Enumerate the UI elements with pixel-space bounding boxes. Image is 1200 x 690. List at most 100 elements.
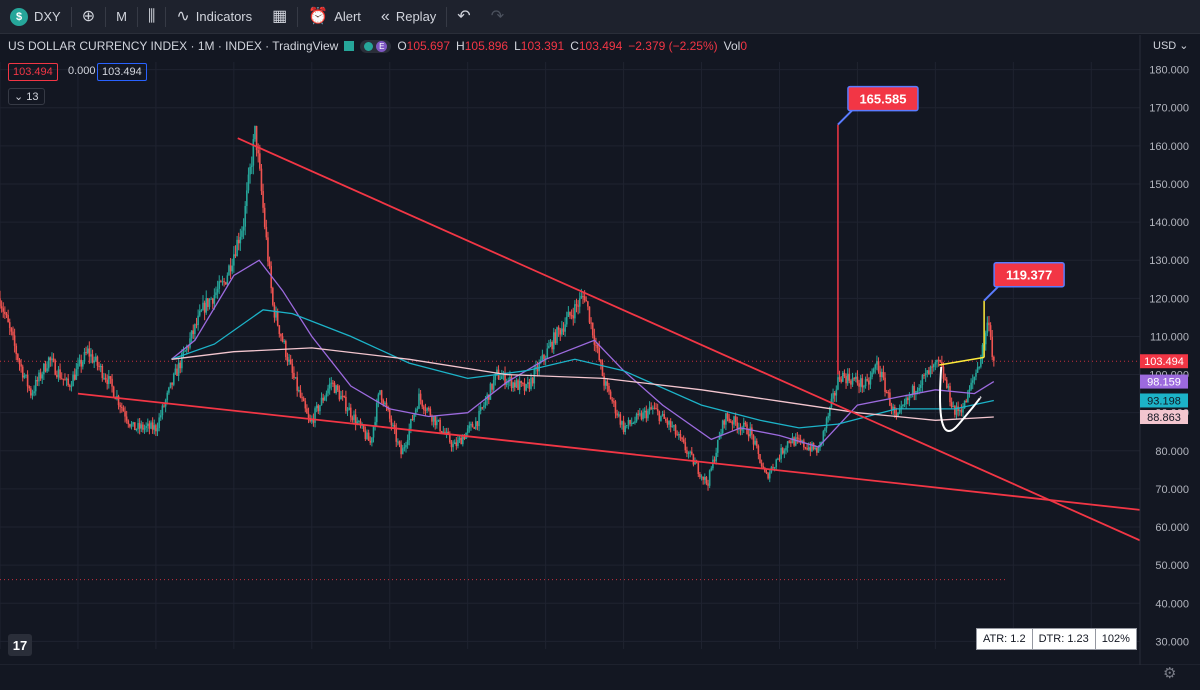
candle-body	[481, 407, 484, 409]
candle-body	[26, 374, 29, 387]
undo-button[interactable]: ↶	[447, 0, 480, 34]
y-tick-label: 80.000	[1155, 446, 1189, 458]
redo-button[interactable]: ↷	[481, 0, 514, 34]
candle-body	[388, 410, 391, 419]
y-tick-label: 60.000	[1155, 522, 1189, 534]
candle-body	[159, 415, 162, 418]
alarm-clock-icon: ⏰	[308, 7, 329, 25]
candle-body	[298, 390, 300, 392]
candle-body	[611, 399, 614, 402]
candle-body	[2, 308, 5, 312]
candle-body	[466, 428, 469, 433]
price-chart[interactable]: 180.000170.000160.000150.000140.000130.0…	[0, 35, 1200, 665]
ohlc-high: H105.896	[456, 39, 509, 53]
axis-price-tag	[1140, 354, 1188, 369]
candle-body	[109, 376, 112, 379]
candle-body	[215, 292, 217, 296]
candle-body	[859, 378, 862, 387]
candle-body	[562, 328, 565, 332]
axis-price-tag-text: 93.198	[1147, 395, 1181, 407]
indicator-count: 13	[26, 91, 39, 103]
candle-body	[613, 401, 615, 403]
candle-body	[429, 408, 432, 416]
candle-body	[898, 408, 901, 413]
candle-body	[903, 404, 906, 406]
candle-body	[172, 373, 175, 385]
candle-body	[371, 437, 373, 443]
toolbar-divider	[297, 6, 299, 27]
projection-connector	[837, 109, 853, 126]
candle-body	[46, 368, 48, 372]
projection-label: 165.585	[837, 85, 919, 126]
spread-value: 0.000	[68, 65, 96, 77]
data-status-pill[interactable]: E	[360, 39, 392, 53]
candle-body	[492, 379, 495, 390]
candle-body	[104, 377, 107, 380]
candle-body	[234, 254, 237, 257]
y-tick-label: 130.000	[1149, 255, 1189, 267]
add-symbol-button[interactable]: ⊕	[72, 0, 105, 34]
candle-body	[773, 467, 776, 469]
chart-type-button[interactable]: ⫼	[138, 0, 165, 34]
symbol-selector[interactable]: $ DXY	[0, 0, 71, 34]
candle-body	[710, 468, 713, 471]
candle-body	[720, 433, 722, 436]
candle-body	[845, 376, 847, 384]
candle-body	[681, 437, 683, 440]
gear-icon[interactable]: ⚙	[1163, 665, 1177, 682]
layout-button[interactable]: ▦	[262, 0, 297, 34]
candle-body	[23, 375, 26, 378]
currency-selector[interactable]: USD ⌄	[1153, 40, 1189, 52]
candle-body	[249, 166, 251, 175]
candle-body	[603, 376, 605, 386]
candle-body	[36, 380, 39, 382]
candle-body	[723, 420, 726, 425]
sell-price-button[interactable]: 103.494	[8, 63, 58, 81]
candle-body	[880, 371, 883, 378]
replay-button[interactable]: « Replay	[371, 0, 446, 34]
candle-body	[317, 405, 320, 412]
candle-body	[270, 266, 272, 289]
candle-body	[897, 412, 899, 417]
candle-body	[960, 410, 963, 413]
candle-body	[513, 382, 516, 388]
axis-price-tag-text: 103.494	[1144, 356, 1184, 368]
candle-body	[155, 425, 157, 432]
candle-body	[621, 421, 623, 425]
candle-body	[838, 377, 841, 380]
candle-body	[684, 442, 687, 451]
candle-body	[637, 413, 640, 415]
candle-body	[161, 405, 164, 416]
candle-body	[237, 239, 240, 244]
candle-body	[973, 376, 976, 381]
candle-body	[124, 411, 126, 417]
pct-value: 102%	[1094, 629, 1136, 649]
candle-body	[479, 407, 482, 411]
wedge-trendline	[237, 137, 1140, 542]
candle-body	[431, 415, 433, 422]
indicators-button[interactable]: ∿ Indicators	[166, 0, 262, 34]
interval-button[interactable]: M	[106, 0, 137, 34]
candle-body	[559, 329, 562, 335]
interval-label: M	[116, 9, 127, 24]
candle-body	[572, 315, 575, 319]
candle-body	[299, 390, 302, 398]
candle-body	[504, 372, 506, 385]
candle-body	[73, 374, 76, 380]
candle-body	[460, 437, 462, 445]
candle-body	[604, 381, 607, 386]
candle-body	[432, 416, 435, 422]
candle-body	[228, 265, 230, 276]
candle-body	[156, 428, 159, 432]
candle-body	[280, 333, 282, 337]
candle-body	[885, 391, 888, 393]
projection-label: 119.377	[983, 261, 1065, 302]
indicators-collapse-toggle[interactable]: ⌄ 13	[8, 88, 45, 105]
candle-body	[850, 380, 852, 385]
candle-body	[567, 311, 570, 317]
alert-button[interactable]: ⏰ Alert	[298, 0, 371, 34]
candle-body	[80, 359, 82, 367]
buy-price-button[interactable]: 103.494	[97, 63, 147, 81]
candle-body	[406, 439, 409, 445]
candle-body	[639, 413, 641, 415]
